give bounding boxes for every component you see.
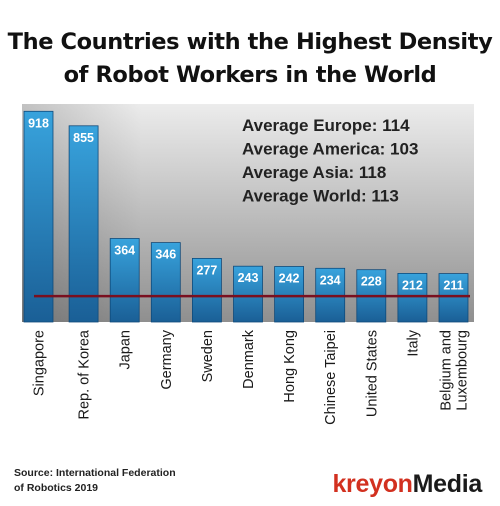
value-label: 243: [238, 271, 259, 285]
value-label: 855: [73, 131, 94, 145]
category-label: Italy: [405, 329, 421, 356]
category-label: Germany: [159, 329, 175, 389]
average-annotation: Average Asia: 118: [242, 163, 386, 182]
bar-chart: 918 855 364 346 277 243 242 234 228 212 211 Average…: [22, 104, 474, 425]
category-label: Chinese Taipei: [323, 330, 339, 425]
category-label: Luxembourg: [455, 330, 471, 411]
bar-belgium-and-luxembourg: [438, 273, 469, 323]
category-label: Sweden: [200, 330, 216, 382]
source-line-1: Source: International Federation: [14, 467, 176, 479]
bar-rep-of-korea: [68, 125, 99, 323]
value-label: 211: [443, 279, 463, 293]
value-label: 364: [114, 244, 135, 258]
chart-title-line-1: The Countries with the Highest Density: [7, 29, 493, 55]
value-label: 277: [196, 263, 217, 277]
bar-denmark: [233, 265, 263, 323]
bar-hong-kong: [274, 266, 305, 323]
bar-italy: [397, 272, 428, 323]
bar-germany: [150, 242, 181, 323]
category-label: Denmark: [241, 329, 257, 389]
brand-logo: kreyonMedia: [332, 470, 482, 499]
average-annotation: Average Europe: 114: [242, 116, 410, 135]
category-label: Hong Kong: [282, 330, 298, 403]
source-note: Source: International Federation of Robo…: [14, 466, 234, 496]
category-label: United States: [364, 330, 380, 417]
value-label: 228: [361, 275, 382, 289]
value-label: 346: [155, 248, 176, 262]
value-label: 234: [320, 273, 341, 287]
category-label: Japan: [118, 330, 134, 370]
source-line-2: of Robotics 2019: [14, 482, 99, 494]
category-label: Singapore: [32, 330, 48, 396]
chart-title: The Countries with the Highest Density o…: [0, 0, 500, 98]
bar-singapore: [23, 110, 54, 323]
value-label: 242: [279, 272, 300, 286]
category-label: Belgium and: [439, 330, 455, 411]
category-label: Rep. of Korea: [77, 329, 93, 419]
chart-title-line-2: of Robot Workers in the World: [63, 62, 437, 88]
brand-logo-part-2: Media: [412, 470, 483, 498]
value-label: 212: [402, 278, 423, 292]
average-annotation: Average America: 103: [242, 140, 418, 159]
average-annotation: Average World: 113: [242, 187, 399, 206]
bar-sweden: [191, 257, 222, 323]
value-label: 918: [28, 116, 49, 130]
brand-logo-part-1: kreyon: [332, 470, 413, 498]
bar-japan: [109, 238, 140, 323]
